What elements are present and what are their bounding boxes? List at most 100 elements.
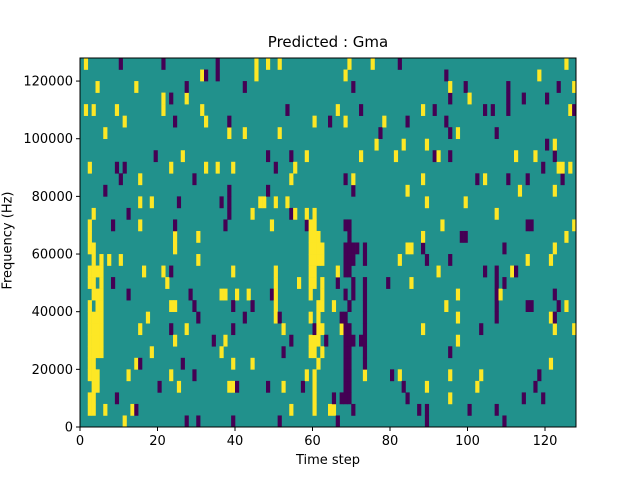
heatmap-cell bbox=[436, 150, 441, 163]
heatmap-cell bbox=[254, 69, 259, 82]
heatmap-cell bbox=[169, 92, 174, 105]
heatmap-cell bbox=[134, 403, 139, 416]
heatmap-cell bbox=[219, 288, 224, 301]
heatmap-cell bbox=[343, 323, 348, 336]
heatmap-cell bbox=[347, 58, 352, 70]
heatmap-cell bbox=[409, 242, 414, 255]
heatmap-cell bbox=[405, 184, 410, 197]
heatmap-cell bbox=[316, 254, 321, 266]
heatmap-cell bbox=[111, 219, 116, 232]
heatmap-cell bbox=[343, 392, 348, 405]
heatmap-cell bbox=[169, 300, 174, 312]
heatmap-cell bbox=[297, 277, 302, 289]
heatmap-cell bbox=[304, 369, 309, 382]
heatmap-cell bbox=[494, 265, 499, 278]
heatmap-cell bbox=[95, 380, 100, 393]
heatmap-cell bbox=[91, 403, 96, 416]
heatmap-cell bbox=[494, 403, 499, 416]
heatmap-cell bbox=[114, 392, 120, 405]
heatmap-cell bbox=[560, 161, 565, 174]
heatmap-cell bbox=[231, 380, 236, 393]
heatmap-cell bbox=[258, 196, 263, 209]
heatmap-cell bbox=[521, 392, 526, 405]
y-tick-label: 120000 bbox=[23, 75, 73, 90]
heatmap-cell bbox=[467, 92, 472, 105]
heatmap-cell bbox=[87, 392, 92, 405]
y-axis-label: Frequency (Hz) bbox=[0, 191, 16, 290]
heatmap-cell bbox=[552, 323, 557, 336]
heatmap-cell bbox=[510, 265, 515, 278]
heatmap-cell bbox=[494, 311, 499, 324]
heatmap-cell bbox=[351, 173, 356, 186]
heatmap-cell bbox=[467, 403, 472, 416]
heatmap-cell bbox=[231, 415, 236, 428]
heatmap-cell bbox=[138, 196, 143, 209]
heatmap-cell bbox=[223, 288, 228, 301]
heatmap-cell bbox=[529, 300, 534, 312]
heatmap-cell bbox=[347, 242, 352, 255]
heatmap-cell bbox=[362, 346, 368, 359]
heatmap-cell bbox=[455, 311, 461, 324]
x-tick-label: 100 bbox=[455, 434, 480, 449]
heatmap-cell bbox=[180, 150, 185, 163]
heatmap-cell bbox=[386, 277, 391, 289]
heatmap-cell bbox=[235, 380, 240, 393]
heatmap-cell bbox=[359, 104, 364, 116]
heatmap-cell bbox=[421, 323, 426, 336]
heatmap-cell bbox=[343, 369, 348, 382]
heatmap-cell bbox=[273, 265, 278, 278]
heatmap-cell bbox=[99, 288, 104, 301]
heatmap-cell bbox=[312, 115, 317, 128]
heatmap-cell bbox=[161, 104, 166, 116]
heatmap-cell bbox=[250, 300, 255, 312]
heatmap-cell bbox=[506, 92, 511, 105]
heatmap-cell bbox=[192, 300, 197, 312]
heatmap-cell bbox=[556, 161, 561, 174]
x-tick-label: 20 bbox=[149, 434, 166, 449]
heatmap-cell bbox=[173, 242, 178, 255]
heatmap-cell bbox=[223, 334, 228, 347]
heatmap-cell bbox=[347, 392, 352, 405]
heatmap-cell bbox=[448, 81, 453, 93]
heatmap-cell bbox=[483, 173, 488, 186]
heatmap-cell bbox=[289, 403, 294, 416]
heatmap-cell bbox=[347, 346, 352, 359]
heatmap-cell bbox=[95, 81, 100, 93]
x-axis-label: Time step bbox=[295, 453, 361, 468]
heatmap-cell bbox=[475, 380, 480, 393]
heatmap-cell bbox=[184, 415, 189, 428]
heatmap-cell bbox=[405, 242, 410, 255]
heatmap-cell bbox=[525, 254, 530, 266]
heatmap-cell bbox=[347, 219, 352, 232]
heatmap-cell bbox=[99, 265, 104, 278]
heatmap-cell bbox=[161, 92, 166, 105]
heatmap-cell bbox=[343, 288, 348, 301]
heatmap-cell bbox=[401, 138, 406, 151]
heatmap-cell bbox=[87, 230, 92, 243]
heatmap-cell bbox=[87, 323, 92, 336]
heatmap-cell bbox=[514, 150, 519, 163]
heatmap-cell bbox=[184, 81, 189, 93]
heatmap-cell bbox=[111, 277, 116, 289]
heatmap-cell bbox=[95, 265, 100, 278]
heatmap-cell bbox=[362, 254, 368, 266]
heatmap-cell bbox=[448, 150, 453, 163]
heatmap-cell bbox=[99, 323, 104, 336]
x-tick-label: 80 bbox=[382, 434, 399, 449]
heatmap-cell bbox=[176, 196, 182, 209]
heatmap-cell bbox=[572, 81, 577, 93]
heatmap-cell bbox=[192, 369, 197, 382]
heatmap-cell bbox=[99, 334, 104, 347]
heatmap-cell bbox=[184, 92, 189, 105]
heatmap-cell bbox=[463, 230, 468, 243]
heatmap-cell bbox=[87, 300, 92, 312]
heatmap-cell bbox=[312, 219, 317, 232]
heatmap-cell bbox=[223, 219, 228, 232]
heatmap-cell bbox=[397, 369, 402, 382]
heatmap-cell bbox=[533, 380, 538, 393]
heatmap-cell bbox=[351, 81, 356, 93]
heatmap-cell bbox=[293, 161, 298, 174]
heatmap-cell bbox=[432, 104, 437, 116]
heatmap-cell bbox=[316, 300, 321, 312]
heatmap-cell bbox=[448, 92, 453, 105]
